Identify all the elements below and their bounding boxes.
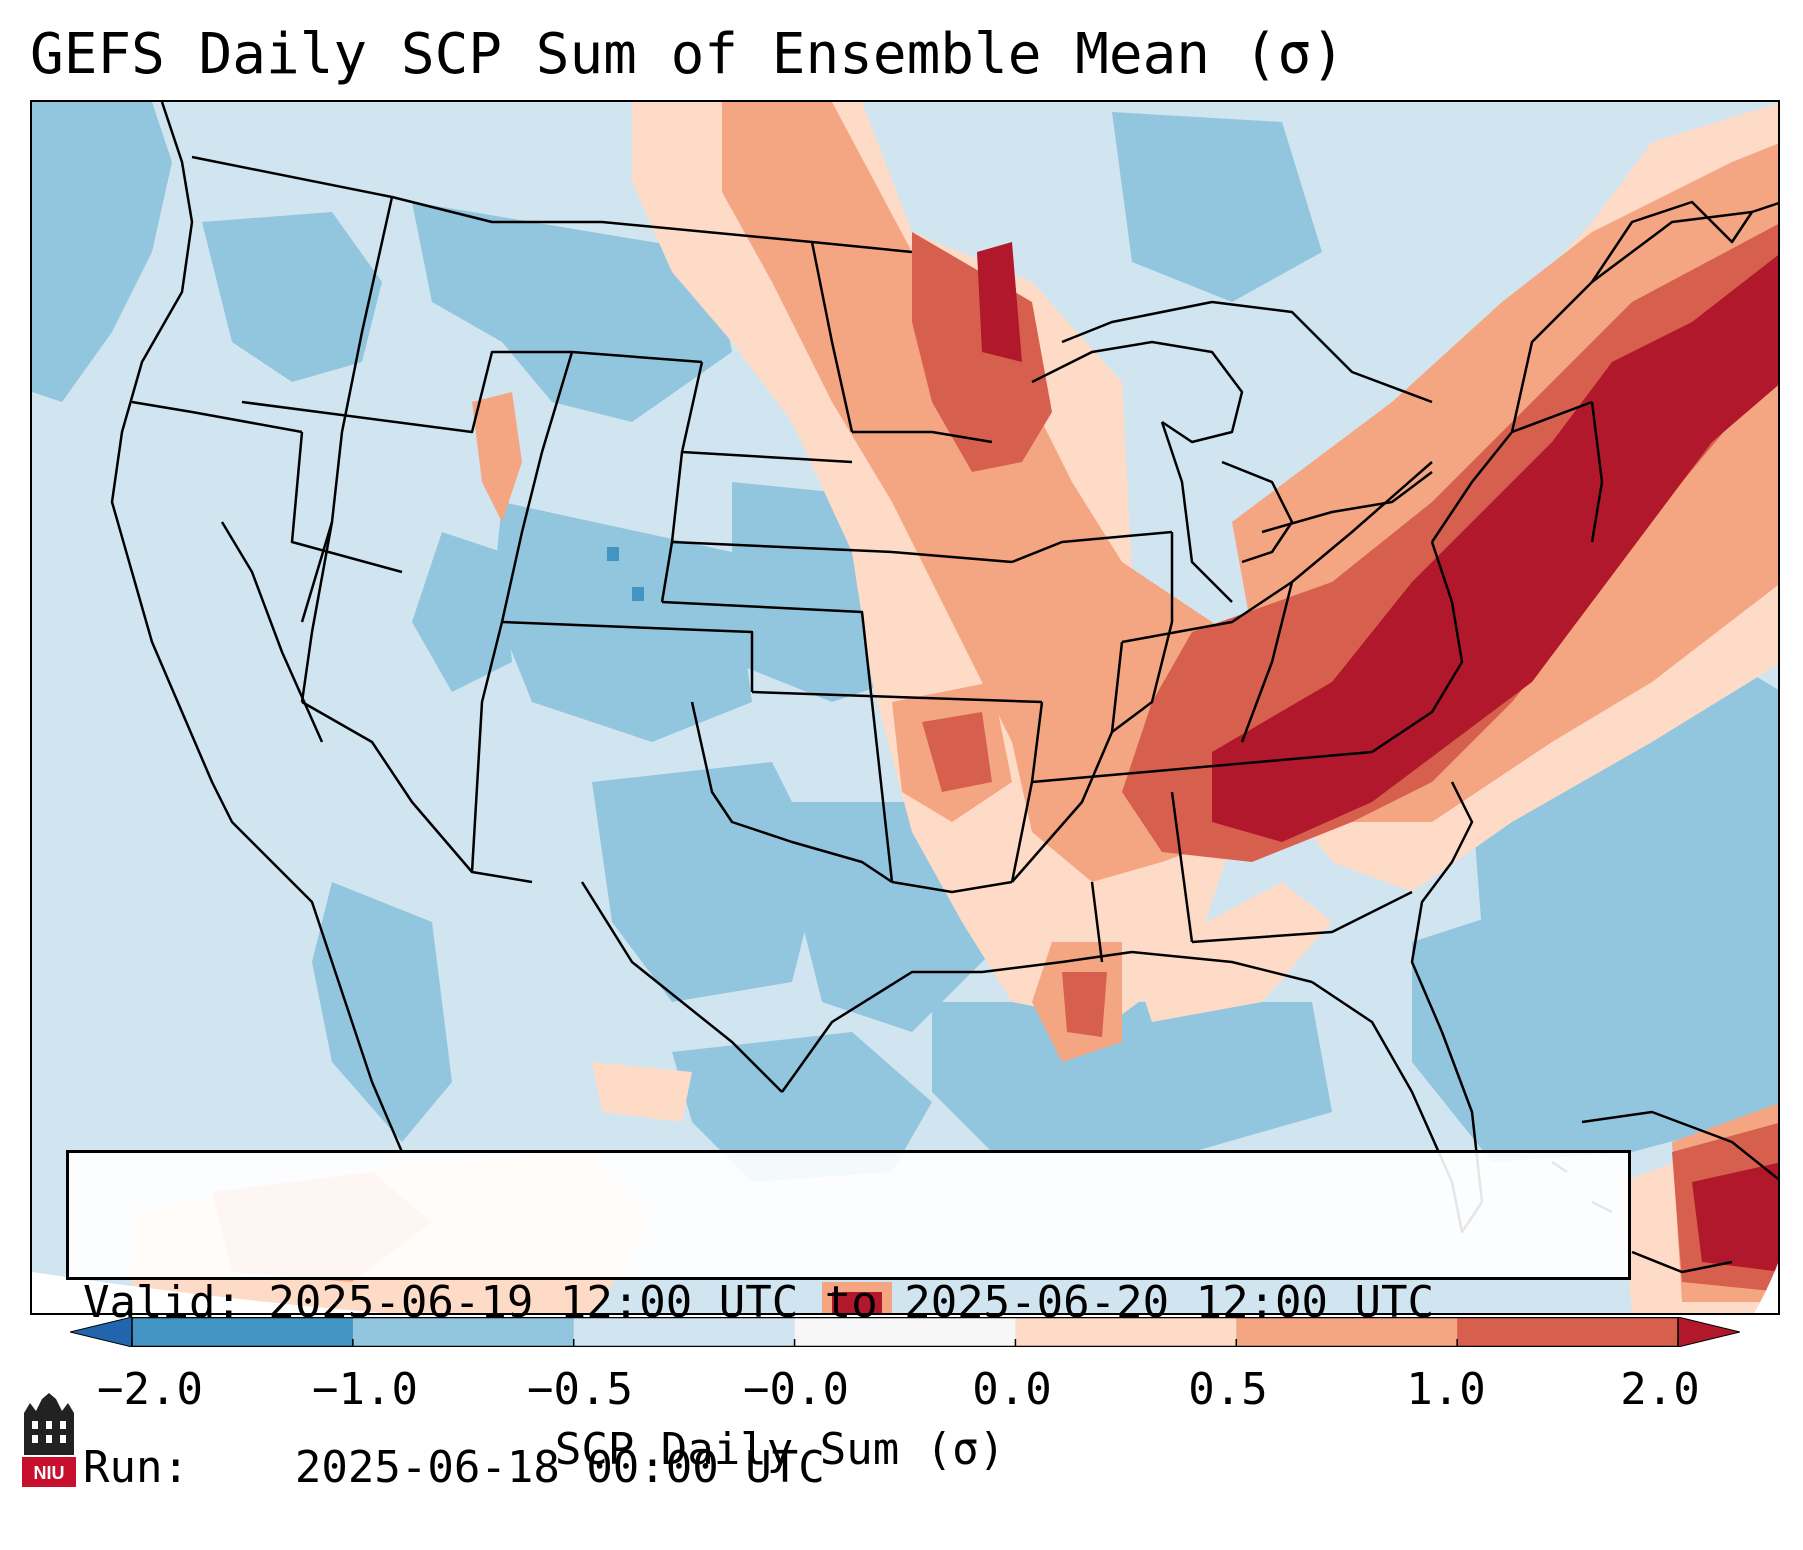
- colorbar-tick-label: 0.5: [1188, 1364, 1268, 1415]
- colorbar-segment: [1015, 1317, 1237, 1347]
- map-panel: [30, 100, 1780, 1315]
- extreme-positive-core: [832, 242, 1778, 1313]
- colorbar-tick-label: −0.5: [527, 1364, 633, 1415]
- colorbar-tick-label: 0.0: [972, 1364, 1052, 1415]
- colorbar-tick-label: −0.0: [743, 1364, 849, 1415]
- map-title: GEFS Daily SCP Sum of Ensemble Mean (σ): [30, 22, 1345, 87]
- colorbar-tick-label: 2.0: [1620, 1364, 1700, 1415]
- domain-edge-se: [1754, 1263, 1778, 1313]
- colorbar-segment: [352, 1317, 575, 1347]
- niu-castle-icon: NIU: [22, 1393, 76, 1487]
- valid-run-info-box: Valid: 2025-06-19 12:00 UTC to 2025-06-2…: [66, 1150, 1631, 1493]
- colorbar-tick-label: −2.0: [97, 1364, 203, 1415]
- negative-anomaly-regions: [32, 102, 1778, 1182]
- coastlines-and-borders: [110, 102, 1778, 1274]
- colorbar-border: [131, 1317, 1679, 1347]
- logo-text: NIU: [34, 1463, 65, 1483]
- anomaly-map: [32, 102, 1778, 1313]
- colorbar-segment: [132, 1317, 354, 1347]
- colorbar: [70, 1317, 1740, 1347]
- strong-negative-spots: [607, 547, 644, 601]
- colorbar-segment: [794, 1317, 1016, 1347]
- colorbar-segment: [1236, 1317, 1458, 1347]
- colorbar-tick-label: 1.0: [1406, 1364, 1486, 1415]
- colorbar-tick-label: −1.0: [312, 1364, 418, 1415]
- colorbar-label: SCP Daily Sum (σ): [554, 1424, 1006, 1475]
- colorbar-under-extension: [70, 1317, 133, 1347]
- colorbar-segment: [1457, 1317, 1679, 1347]
- colorbar-over-extension: [1677, 1317, 1740, 1347]
- domain-edge-sw: [32, 1272, 382, 1313]
- colorbar-segment: [573, 1317, 796, 1347]
- run-time-line: Run: 2025-06-18 00:00 UTC: [83, 1442, 825, 1493]
